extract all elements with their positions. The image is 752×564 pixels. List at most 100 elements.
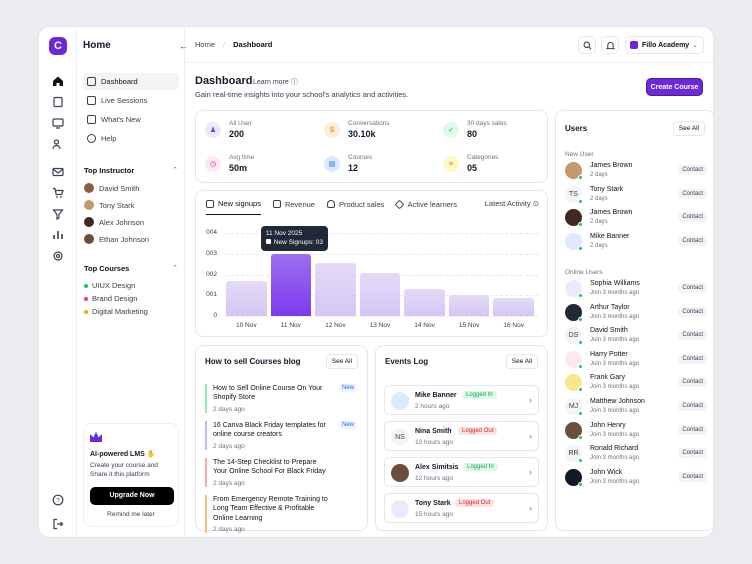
nav-item-dashboard[interactable]: Dashboard [83,73,179,90]
chevron-right-icon: › [529,431,532,441]
remind-later-link[interactable]: Remind me later [107,510,155,518]
top-courses-header[interactable]: Top Courses ⌃ [84,264,178,273]
tab-new-signups[interactable]: New signups [206,199,261,215]
chart-bar[interactable] [359,273,401,316]
status-badge: Logged In [463,463,498,471]
status-badge: Logged In [462,391,497,399]
nav-item-live-sessions[interactable]: Live Sessions [83,92,179,109]
blog-item[interactable]: The 14-Step Checklist to Prepare Your On… [205,458,357,487]
nav-item-help[interactable]: Help [83,130,179,147]
blog-item[interactable]: From Emergency Remote Training to Long T… [205,495,357,534]
blog-see-all-button[interactable]: See All [325,354,358,369]
contact-button[interactable]: Contact [678,330,707,341]
mail-icon[interactable] [50,164,66,180]
user-row[interactable]: Harry Potter Join 3 months ago Contact [565,349,707,371]
help-icon[interactable]: ? [50,492,66,508]
contact-button[interactable]: Contact [678,306,707,317]
course-item[interactable]: Brand Design [84,294,137,303]
chart-bar[interactable] [270,253,312,316]
user-row[interactable]: Sophia Williams Join 3 months ago Contact [565,278,707,300]
cart-icon[interactable] [50,185,66,201]
user-row[interactable]: RR Ronald Richard Join 3 months ago Contact [565,443,707,465]
event-item[interactable]: Alex Simitsis Logged In 12 hours ago › [384,457,539,487]
event-item[interactable]: Tony Stark Logged Out 15 hours ago › [384,493,539,523]
tab-active-learners[interactable]: Active learners [394,199,457,215]
chart-bar[interactable] [448,295,490,316]
user-row[interactable]: Mike Banner 2 days Contact [565,231,707,253]
course-item[interactable]: UIUX Design [84,281,135,290]
promo-card: AI-powered LMS ✋ Create your course and … [83,423,179,527]
contact-button[interactable]: Contact [678,165,707,175]
chart-bar[interactable] [226,280,267,316]
latest-activity-dropdown[interactable]: Latest Activity ⊙ [484,199,539,208]
account-switcher[interactable]: Fillo Academy ⌄ [625,36,704,54]
user-row[interactable]: DS David Smith Join 3 months ago Contact [565,325,707,347]
stat-label: Avg time [229,154,255,161]
user-row[interactable]: James Brown 2 days Contact [565,207,707,229]
top-instructor-header[interactable]: Top Instructor ⌃ [84,166,178,175]
monitor-icon[interactable] [50,115,66,131]
contact-button[interactable]: Contact [678,283,707,293]
user-row[interactable]: Frank Gary Join 3 months ago Contact [565,372,707,394]
breadcrumb-home[interactable]: Home [195,40,216,49]
user-row[interactable]: MJ Matthew Johnson Join 3 months ago Contac… [565,396,707,418]
contact-button[interactable]: Contact [678,353,707,364]
bar-chart-icon[interactable] [50,227,66,243]
contact-button[interactable]: Contact [678,424,707,435]
contact-button[interactable]: Contact [678,401,707,411]
avatar [84,200,94,210]
notification-button[interactable] [601,36,619,54]
instructor-item[interactable]: Tony Stark [84,200,134,210]
upgrade-button[interactable]: Upgrade Now [90,486,174,505]
filter-icon[interactable] [50,206,66,222]
chart-bar[interactable] [404,289,445,316]
app-window: C ? Home ← Dashboard Live Sessions What'… [38,26,714,538]
user-row[interactable]: James Brown 2 days Contact [565,160,707,182]
x-tick-label: 13 Nov [369,322,391,329]
events-see-all-button[interactable]: See All [505,354,538,369]
user-row[interactable]: John Wick Join 3 months ago Contact [565,467,707,489]
breadcrumb: Home / Dashboard [195,40,273,49]
logout-icon[interactable] [50,516,66,532]
settings-icon[interactable] [50,248,66,264]
chevron-down-icon: ⌄ [692,42,698,49]
create-course-button[interactable]: Create Course [646,78,703,96]
chart-bar[interactable] [493,298,534,316]
chevron-right-icon: › [529,467,532,477]
users-icon[interactable] [50,136,66,152]
event-time: 10 hours ago [415,439,453,446]
contact-button[interactable]: Contact [678,471,707,482]
users-see-all-button[interactable]: See All [672,121,705,136]
blog-item[interactable]: How to Sell Online Course On Your Shopif… [205,384,357,413]
event-item[interactable]: NS Nina Smith Logged Out 10 hours ago › [384,421,539,451]
event-item[interactable]: Mike Banner Logged In 2 hours ago › [384,385,539,415]
learn-more-link[interactable]: Learn more ⓘ [253,79,298,86]
home-icon[interactable] [50,73,66,89]
app-logo-icon[interactable]: C [49,37,67,55]
instructor-item[interactable]: David Smith [84,183,139,193]
nav-item-whats-new[interactable]: What's New [83,111,179,128]
avatar [565,232,582,250]
contact-button[interactable]: Contact [678,377,707,388]
avatar [565,421,582,439]
instructor-item[interactable]: Ethan Johnson [84,234,149,244]
contact-button[interactable]: Contact [678,235,707,246]
contact-button[interactable]: Contact [678,188,707,199]
tab-revenue[interactable]: Revenue [272,199,315,215]
search-button[interactable] [578,36,596,54]
chart-bar[interactable] [315,263,356,316]
users-title: Users [565,124,588,133]
blog-item[interactable]: 16 Canva Black Friday templates for onli… [205,421,357,450]
user-row[interactable]: John Henry Join 3 months ago Contact [565,420,707,442]
user-row[interactable]: Arthur Taylor Join 3 months ago Contact [565,302,707,324]
tab-product-sales[interactable]: Product sales [326,199,384,215]
contact-button[interactable]: Contact [678,212,707,223]
collapse-arrow-icon[interactable]: ← [179,41,188,51]
contact-button[interactable]: Contact [678,448,707,459]
instructor-item[interactable]: Alex Johnson [84,217,144,227]
course-dot [84,296,88,301]
book-icon[interactable] [50,94,66,110]
course-item[interactable]: Digital Marketing [84,307,148,316]
user-row[interactable]: TS Tony Stark 2 days Contact [565,184,707,206]
user-time: Join 3 months ago [590,290,640,296]
